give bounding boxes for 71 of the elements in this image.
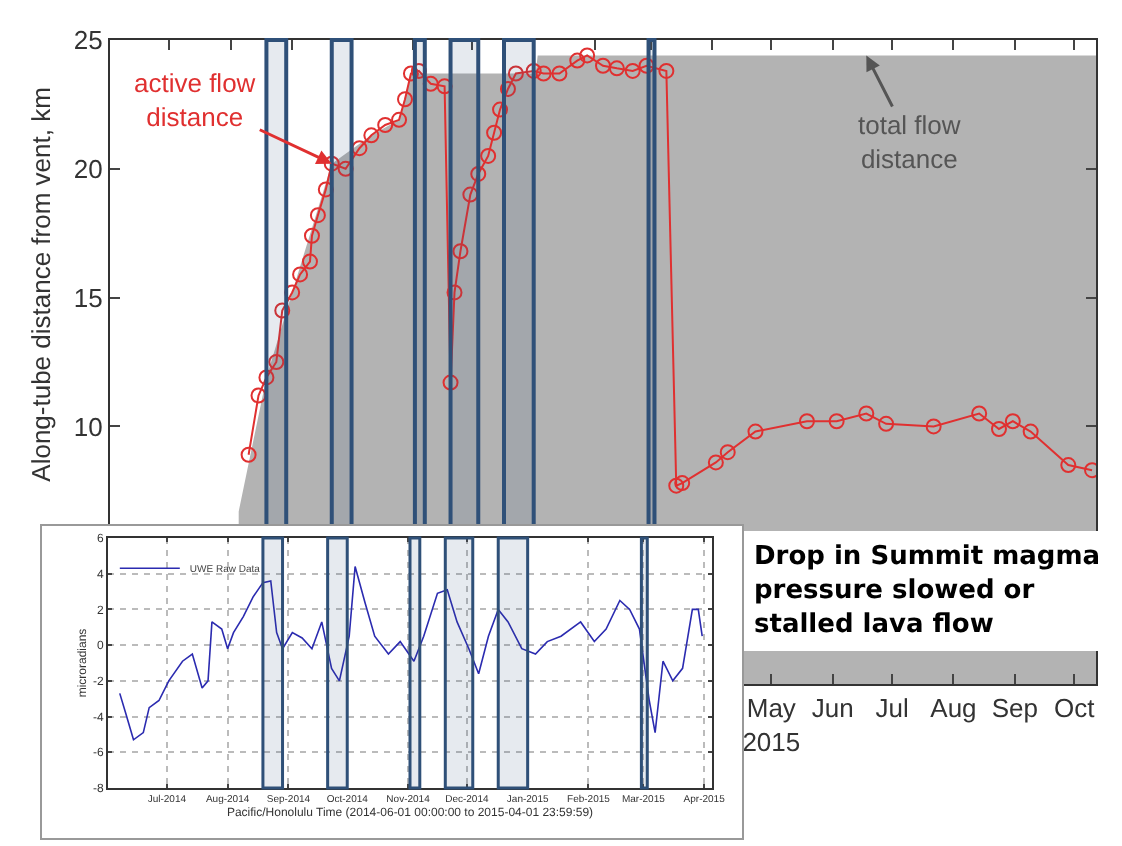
point (674, 475, 691, 492)
x-tick-label: May 2015 (742, 693, 801, 757)
y-axis-title: Along-tube distance from vent, km (26, 87, 57, 482)
point (274, 302, 291, 319)
annotation: Drop in Summit magma pressure slowed or stalled lava flow (754, 542, 1101, 640)
y-tick-label: 15 (73, 282, 103, 313)
point (858, 405, 875, 422)
point (878, 415, 895, 432)
point (1022, 423, 1039, 440)
point (1060, 457, 1077, 474)
point (292, 266, 309, 283)
point (668, 477, 685, 494)
point (309, 207, 326, 224)
point (422, 75, 439, 92)
point (658, 62, 675, 79)
point (301, 253, 318, 270)
point (719, 444, 736, 461)
point (470, 165, 487, 182)
point (377, 117, 394, 133)
y-tick-label: 20 (73, 153, 103, 184)
point (442, 374, 459, 391)
x-tick-label: Aug (930, 693, 977, 724)
point (595, 57, 611, 74)
point (250, 387, 267, 404)
point (747, 423, 764, 440)
point (480, 147, 497, 164)
point (323, 155, 340, 172)
point (507, 65, 524, 82)
point (284, 284, 301, 301)
point (535, 65, 552, 82)
annotation: total flow distance (858, 110, 962, 174)
x-tick-label: Jun (811, 693, 854, 724)
point (391, 111, 408, 128)
point (551, 65, 568, 82)
point (638, 57, 655, 74)
point (828, 413, 845, 430)
point (402, 65, 419, 82)
point (707, 454, 724, 471)
point (492, 101, 509, 118)
point (499, 80, 516, 97)
y-tick-label: 10 (73, 411, 103, 442)
point (317, 181, 334, 198)
point (1004, 413, 1021, 430)
x-tick-label: Oct (1053, 693, 1096, 724)
point (798, 413, 815, 430)
point (579, 47, 596, 64)
point (240, 446, 257, 463)
point (525, 62, 542, 79)
point (258, 369, 275, 386)
annotation: active flow distance (134, 68, 257, 132)
x-tick-label: Jul (875, 693, 909, 724)
point (971, 405, 988, 422)
point (624, 62, 641, 79)
point (303, 227, 320, 244)
point (363, 127, 380, 144)
point (268, 354, 285, 370)
y-tick-label: 25 (73, 25, 103, 56)
point (486, 124, 503, 141)
point (337, 160, 354, 177)
point (397, 91, 413, 108)
point (452, 243, 469, 260)
x-tick-label: Sep (991, 693, 1038, 724)
point (569, 52, 586, 69)
point (436, 78, 453, 95)
line-series (118, 565, 703, 741)
point (608, 60, 625, 77)
point (446, 284, 463, 301)
point (990, 420, 1007, 437)
point (351, 140, 368, 157)
point (925, 418, 942, 435)
point (462, 186, 479, 203)
